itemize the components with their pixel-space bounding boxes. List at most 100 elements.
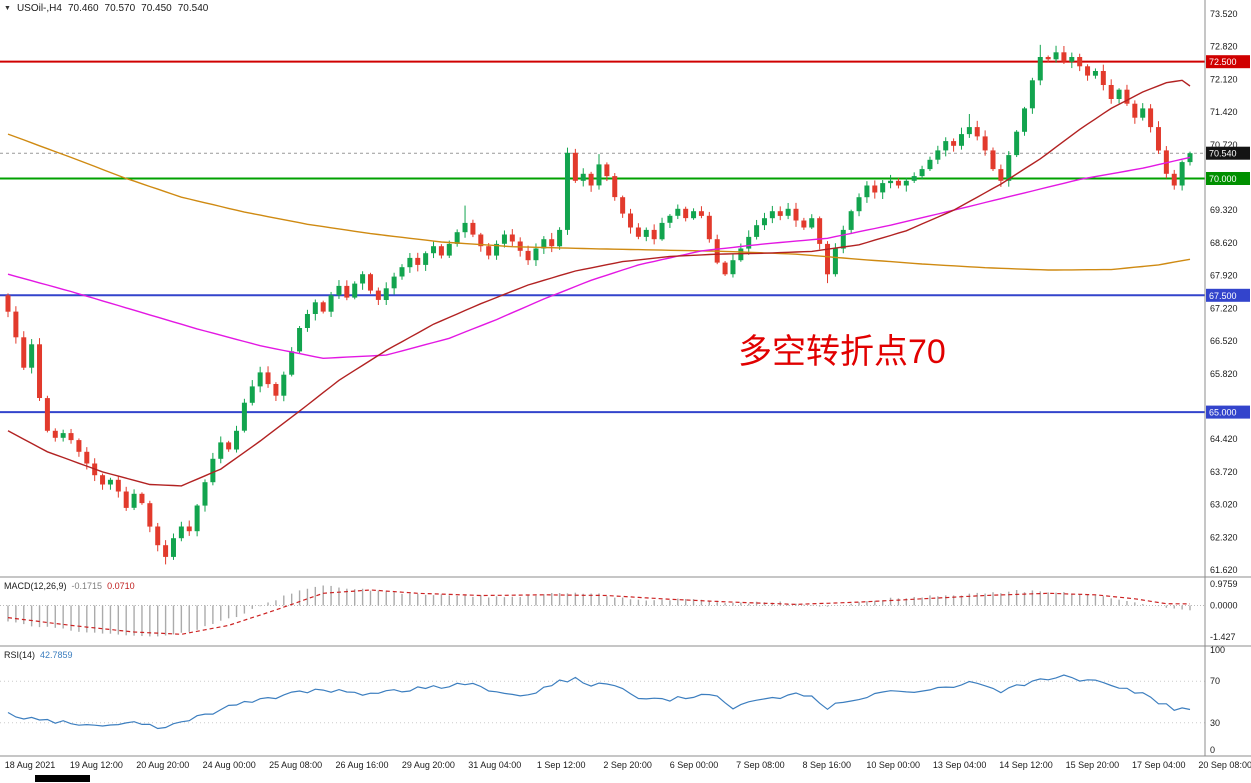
candle-body xyxy=(990,150,996,170)
candle-body xyxy=(438,246,444,256)
rsi-axis-label: 100 xyxy=(1210,645,1225,655)
candle-body xyxy=(304,314,310,328)
candle-body xyxy=(825,243,831,275)
macd-signal-value: 0.0710 xyxy=(107,581,135,591)
candle-body xyxy=(525,250,531,261)
rsi-axis-label: 30 xyxy=(1210,718,1220,728)
candle-body xyxy=(462,222,468,233)
candle-body xyxy=(1179,162,1185,186)
candle-body xyxy=(5,295,11,312)
candle-body xyxy=(793,208,799,221)
candle-body xyxy=(336,285,342,296)
macd-axis-label: 0.0000 xyxy=(1210,600,1238,610)
candle-body xyxy=(746,236,752,249)
time-axis-label: 2 Sep 20:00 xyxy=(603,760,652,770)
candle-body xyxy=(1171,173,1177,186)
candle-body xyxy=(1045,57,1051,60)
candle-body xyxy=(919,169,925,177)
candle-body xyxy=(848,211,854,230)
candle-body xyxy=(1029,80,1035,109)
price-badge xyxy=(1206,172,1250,185)
price-axis-label: 63.720 xyxy=(1210,467,1238,477)
candle-body xyxy=(320,302,326,312)
candle-body xyxy=(297,328,303,352)
candle-body xyxy=(431,246,437,254)
candle-body xyxy=(998,169,1004,181)
time-axis-label: 19 Aug 12:00 xyxy=(70,760,123,770)
ohlc-open: 70.460 xyxy=(67,3,99,14)
candle-body xyxy=(170,538,176,557)
chart-annotation[interactable]: 多空转折点70 xyxy=(738,333,946,371)
time-axis-label: 7 Sep 08:00 xyxy=(736,760,785,770)
candle-body xyxy=(706,215,712,240)
candle-body xyxy=(572,152,578,181)
candle-body xyxy=(596,164,602,186)
candle-body xyxy=(691,211,697,219)
candle-body xyxy=(21,337,27,368)
candle-body xyxy=(541,239,547,249)
price-badge xyxy=(1206,55,1250,69)
macd-signal-line xyxy=(7,589,1191,635)
candle-body xyxy=(943,141,949,151)
candle-body xyxy=(903,180,909,186)
price-badge-label: 70.000 xyxy=(1209,174,1237,184)
candle-body xyxy=(1053,52,1059,60)
candle-body xyxy=(517,241,523,251)
candle-body xyxy=(115,479,121,492)
price-badge-label: 72.500 xyxy=(1209,57,1237,67)
candle-body xyxy=(100,475,106,485)
ohlc-close: 70.540 xyxy=(177,3,209,14)
candle-body xyxy=(1085,66,1091,76)
time-axis-label: 24 Aug 00:00 xyxy=(203,760,256,770)
candle-body xyxy=(1092,71,1098,76)
rsi-axis-label: 0 xyxy=(1210,745,1215,755)
candle-body xyxy=(29,344,35,368)
price-badge-label: 70.540 xyxy=(1209,149,1237,159)
candle-body xyxy=(194,505,200,532)
candle-body xyxy=(249,386,255,403)
candle-body xyxy=(163,545,169,557)
candle-body xyxy=(1148,108,1154,128)
rsi-line xyxy=(7,674,1191,730)
candle-body xyxy=(1116,89,1122,99)
candle-body xyxy=(880,183,886,193)
candle-body xyxy=(1155,127,1161,151)
candle-body xyxy=(52,430,58,438)
candle-body xyxy=(423,253,429,265)
price-axis-label: 72.120 xyxy=(1210,74,1238,84)
rsi-axis-label: 70 xyxy=(1210,676,1220,686)
candle-body xyxy=(352,283,358,298)
candle-body xyxy=(383,288,389,300)
time-axis-label: 14 Sep 12:00 xyxy=(999,760,1053,770)
collapse-triangle-icon[interactable]: ▼ xyxy=(4,5,11,12)
candle-body xyxy=(620,197,626,214)
candle-body xyxy=(935,150,941,160)
candle-body xyxy=(360,274,366,284)
candle-body xyxy=(60,433,66,438)
time-axis-label: 13 Sep 04:00 xyxy=(933,760,987,770)
candle-body xyxy=(84,451,90,464)
candle-body xyxy=(856,197,862,212)
candle-body xyxy=(1132,103,1138,118)
candle-body xyxy=(1069,57,1075,62)
h-scrollbar-thumb[interactable] xyxy=(35,775,90,782)
candle-body xyxy=(391,276,397,289)
macd-axis-label: -1.427 xyxy=(1210,632,1236,642)
rsi-value: 42.7859 xyxy=(40,650,73,660)
candle-body xyxy=(13,311,19,338)
candle-body xyxy=(628,213,634,228)
candle-body xyxy=(415,257,421,265)
candle-body xyxy=(832,248,838,275)
candle-body xyxy=(494,243,500,256)
candle-body xyxy=(1022,108,1028,132)
candle-body xyxy=(643,229,649,237)
price-axis-label: 61.620 xyxy=(1210,565,1238,575)
candle-body xyxy=(659,222,665,240)
price-badge xyxy=(1206,146,1250,160)
price-axis-label: 70.720 xyxy=(1210,140,1238,150)
macd-name: MACD(12,26,9) xyxy=(4,581,67,591)
time-axis-label: 25 Aug 08:00 xyxy=(269,760,322,770)
time-axis-label: 10 Sep 00:00 xyxy=(866,760,920,770)
price-axis-label: 62.320 xyxy=(1210,532,1238,542)
